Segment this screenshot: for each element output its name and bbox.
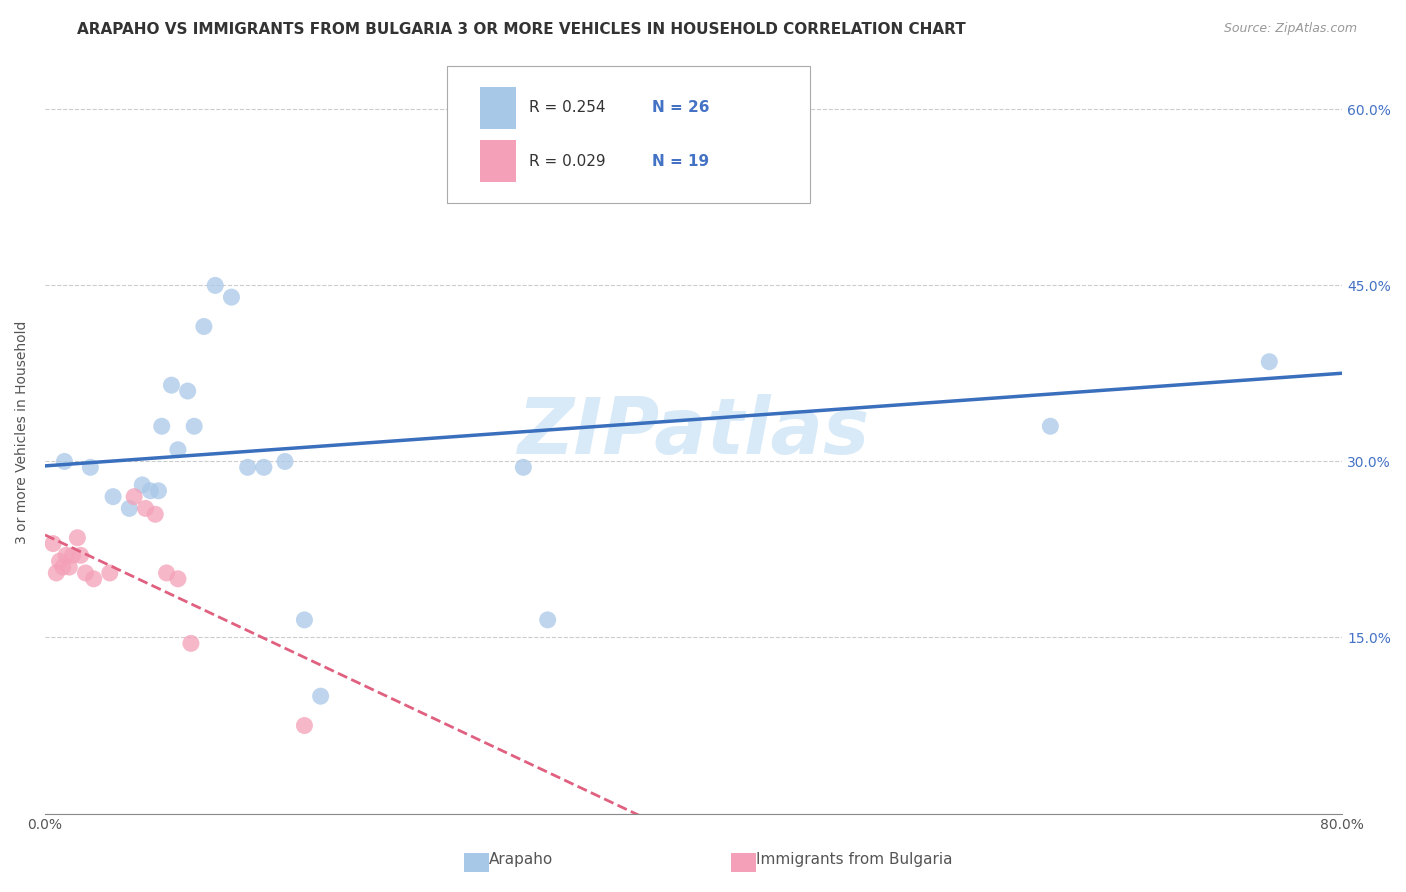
Point — [122, 490, 145, 504]
Text: R = 0.029: R = 0.029 — [529, 153, 606, 169]
Point — [512, 460, 534, 475]
Point — [193, 319, 215, 334]
Text: ZIPatlas: ZIPatlas — [517, 394, 870, 470]
Bar — [479, 87, 516, 128]
Point — [537, 613, 560, 627]
Y-axis label: 3 or more Vehicles in Household: 3 or more Vehicles in Household — [15, 320, 30, 544]
Text: Immigrants from Bulgaria: Immigrants from Bulgaria — [756, 852, 953, 867]
Point — [53, 454, 76, 468]
Point — [167, 442, 190, 457]
Point — [45, 566, 67, 580]
Point — [52, 560, 75, 574]
Point — [83, 572, 105, 586]
Point — [62, 549, 84, 563]
Point — [131, 478, 153, 492]
Point — [42, 536, 65, 550]
Text: N = 26: N = 26 — [652, 101, 710, 115]
Point — [183, 419, 205, 434]
Point — [155, 566, 177, 580]
Text: Source: ZipAtlas.com: Source: ZipAtlas.com — [1223, 22, 1357, 36]
Point — [150, 419, 173, 434]
Point — [48, 554, 70, 568]
Point — [58, 560, 80, 574]
Point — [167, 572, 190, 586]
Point — [55, 549, 77, 563]
Point — [180, 636, 202, 650]
Point — [294, 613, 316, 627]
Text: N = 19: N = 19 — [652, 153, 709, 169]
Text: Arapaho: Arapaho — [489, 852, 554, 867]
Point — [221, 290, 243, 304]
Text: ARAPAHO VS IMMIGRANTS FROM BULGARIA 3 OR MORE VEHICLES IN HOUSEHOLD CORRELATION : ARAPAHO VS IMMIGRANTS FROM BULGARIA 3 OR… — [77, 22, 966, 37]
Point — [134, 501, 156, 516]
Point — [236, 460, 259, 475]
Point — [143, 508, 166, 522]
Point — [79, 460, 101, 475]
Text: R = 0.254: R = 0.254 — [529, 101, 606, 115]
Point — [148, 483, 170, 498]
Point — [176, 384, 198, 398]
Point — [139, 483, 162, 498]
Point — [118, 501, 141, 516]
FancyBboxPatch shape — [447, 66, 810, 203]
Point — [294, 718, 316, 732]
Point — [101, 490, 124, 504]
Point — [1039, 419, 1062, 434]
Point — [253, 460, 276, 475]
Point — [1258, 354, 1281, 368]
Point — [66, 531, 89, 545]
Point — [160, 378, 183, 392]
Point — [69, 549, 91, 563]
Point — [723, 178, 745, 193]
Point — [274, 454, 297, 468]
Point — [309, 689, 332, 703]
Point — [75, 566, 97, 580]
Point — [98, 566, 121, 580]
Point — [204, 278, 226, 293]
Bar — [479, 140, 516, 182]
